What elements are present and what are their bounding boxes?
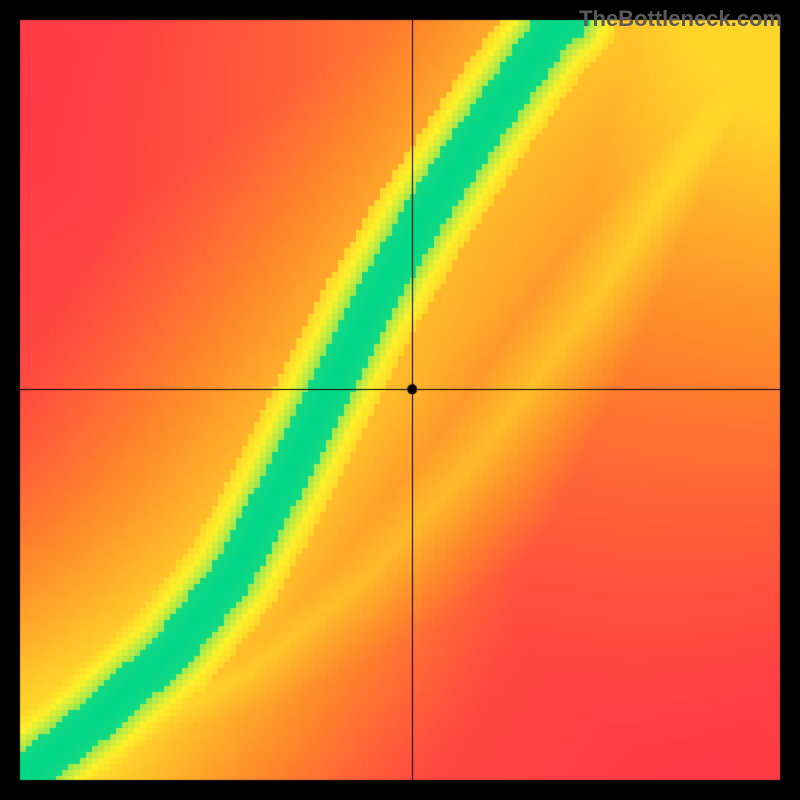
chart-container: TheBottleneck.com [0,0,800,800]
watermark-text: TheBottleneck.com [579,6,782,32]
heatmap-canvas [0,0,800,800]
